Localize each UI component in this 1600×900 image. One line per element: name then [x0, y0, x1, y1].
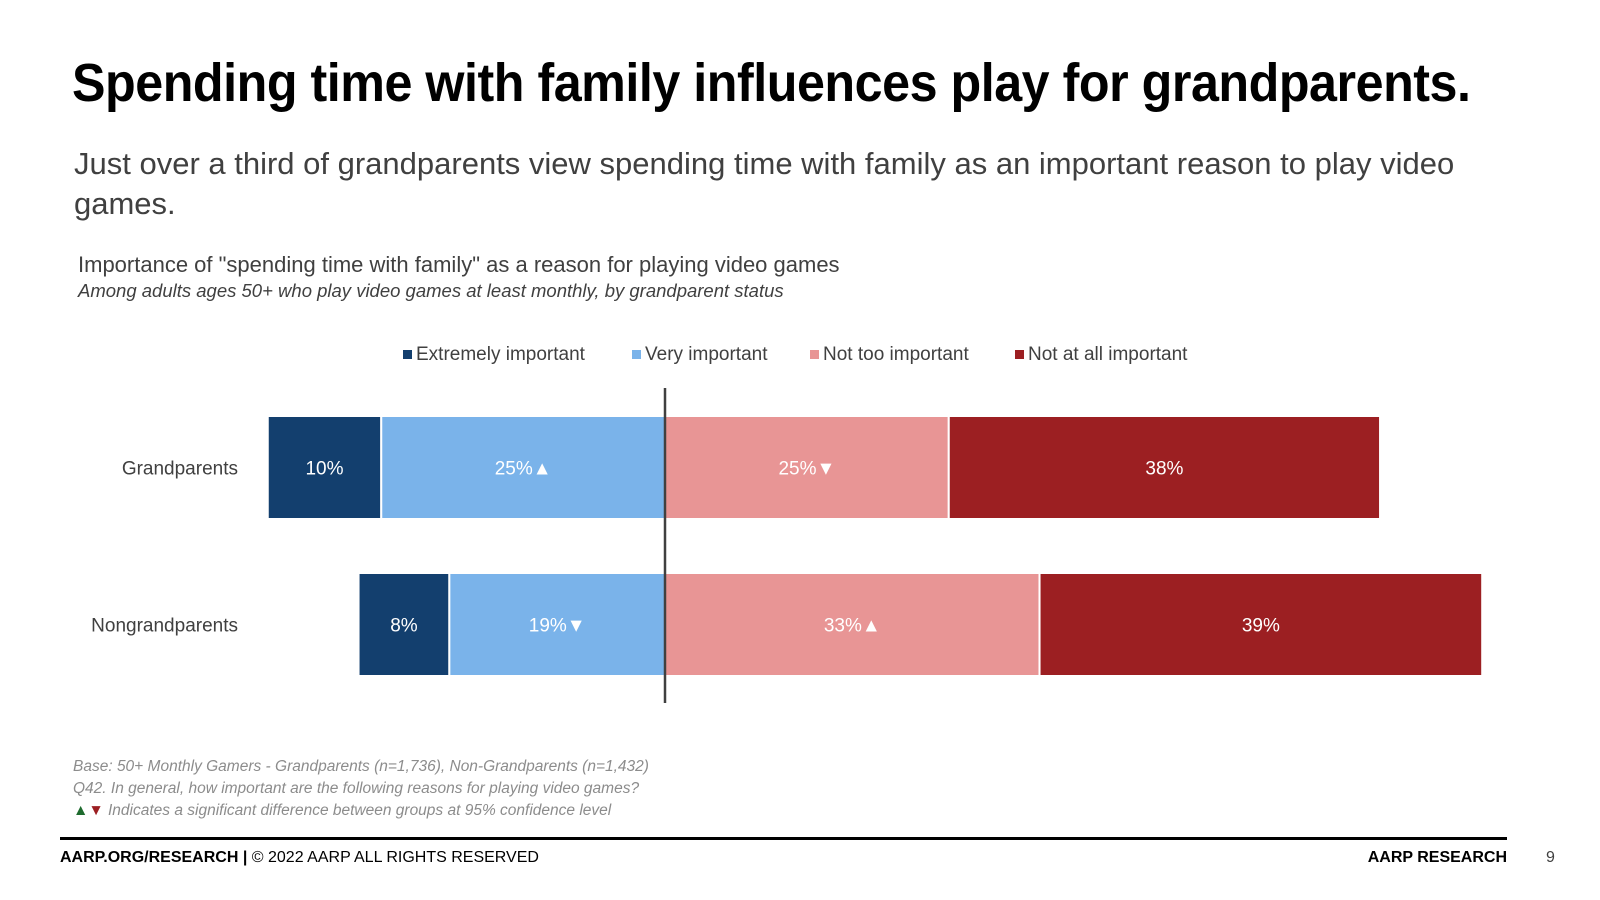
down-triangle-icon: ▼ — [88, 802, 104, 819]
chart-subtitle: Among adults ages 50+ who play video gam… — [78, 280, 784, 301]
legend-label-3: Not too important — [823, 344, 969, 365]
data-label: 25%▼ — [778, 459, 835, 480]
data-label: 19%▼ — [529, 616, 586, 637]
page-number: 9 — [1546, 849, 1555, 866]
data-label: 39% — [1242, 616, 1280, 637]
data-label: 8% — [390, 616, 418, 637]
footnotes: Base: 50+ Monthly Gamers - Grandparents … — [73, 756, 649, 822]
bar-segment — [266, 415, 383, 520]
significance-text: Indicates a significant difference betwe… — [103, 802, 612, 819]
footer-brand: AARP RESEARCH — [1367, 849, 1507, 866]
data-label: 33%▲ — [824, 616, 881, 637]
category-label: Nongrandparents — [91, 616, 238, 637]
data-label: 25%▲ — [495, 459, 552, 480]
chart-title: Importance of "spending time with family… — [78, 252, 840, 277]
bar-segment — [1038, 572, 1484, 677]
bar-segment — [664, 415, 950, 520]
page-subtitle: Just over a third of grandparents view s… — [74, 146, 1455, 221]
legend-swatch-1 — [403, 350, 412, 359]
bar-segment — [947, 415, 1382, 520]
base-note: Base: 50+ Monthly Gamers - Grandparents … — [73, 758, 649, 775]
legend-label-1: Extremely important — [416, 344, 586, 365]
data-label: 38% — [1145, 459, 1183, 480]
legend-swatch-2 — [632, 350, 641, 359]
data-label: 10% — [305, 459, 343, 480]
up-triangle-icon: ▲ — [73, 802, 89, 819]
bar-segment — [664, 572, 1041, 677]
legend-swatch-3 — [810, 350, 819, 359]
diverging-bar-chart: Extremely important Very important Not too… — [91, 344, 1484, 703]
bar-segment — [448, 572, 666, 677]
footer-copyright: © 2022 AARP ALL RIGHTS RESERVED — [247, 849, 539, 866]
legend-swatch-4 — [1015, 350, 1024, 359]
legend-label-4: Not at all important — [1028, 344, 1188, 365]
footer-site: AARP.ORG/RESEARCH | — [60, 849, 248, 866]
significance-note: ▲▼ Indicates a significant difference be… — [73, 800, 649, 822]
bar-segment — [380, 415, 666, 520]
page-title: Spending time with family influences pla… — [72, 53, 1471, 113]
legend-label-2: Very important — [645, 344, 768, 365]
footer-left: AARP.ORG/RESEARCH | © 2022 AARP ALL RIGH… — [60, 849, 539, 867]
footer-divider — [60, 837, 1507, 840]
bar-segment — [357, 572, 451, 677]
category-label: Grandparents — [122, 459, 238, 480]
question-note: Q42. In general, how important are the f… — [73, 780, 640, 797]
